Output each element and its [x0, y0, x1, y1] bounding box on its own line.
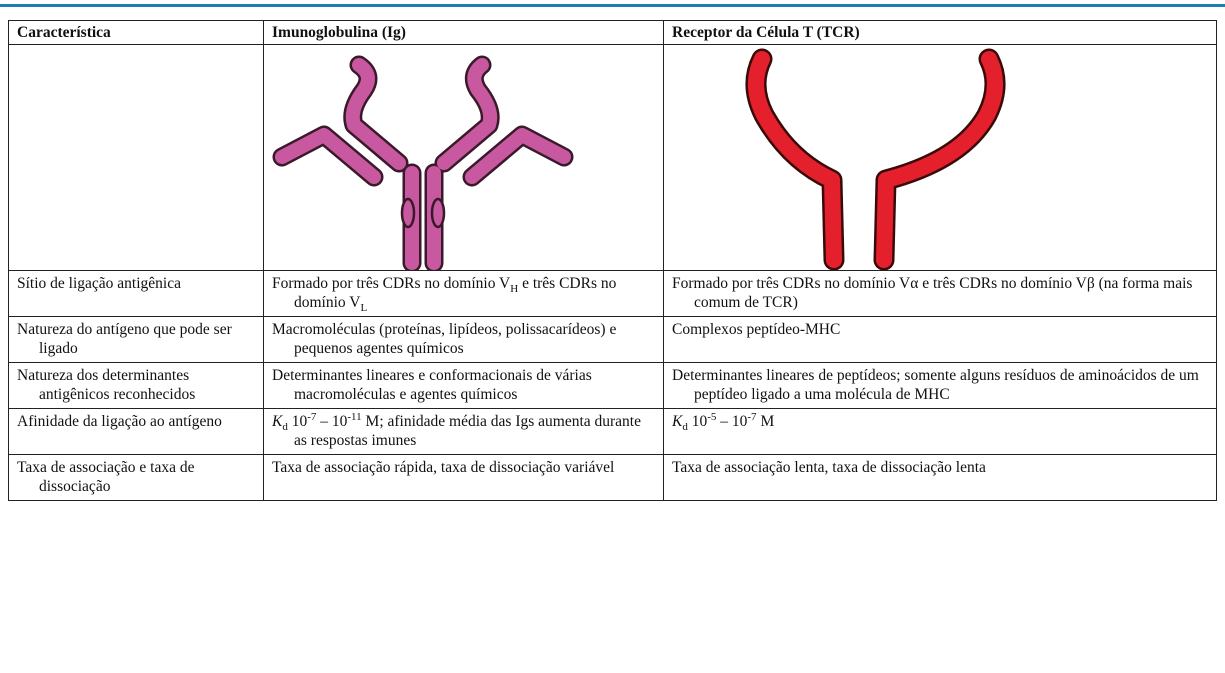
text: Complexos peptídeo-MHC — [672, 321, 841, 338]
cell: Taxa de associação lenta, taxa de dissoc… — [663, 454, 1217, 501]
image-row — [8, 44, 1217, 271]
superscript: -7 — [307, 410, 317, 423]
text: M; afinidade média das Igs aumenta duran… — [294, 413, 641, 449]
superscript: -11 — [347, 410, 362, 423]
superscript: -5 — [707, 410, 717, 423]
header-cell: Imunoglobulina (Ig) — [263, 20, 664, 45]
cell: Complexos peptídeo-MHC — [663, 316, 1217, 363]
cell — [263, 44, 664, 271]
header-cell: Característica — [8, 20, 264, 45]
row: Afinidade da ligação ao antígeno Kd 10-7… — [8, 408, 1217, 455]
text: Sítio de ligação antigênica — [17, 275, 181, 292]
row: Sítio de ligação antigênica Formado por … — [8, 270, 1217, 317]
ig-illustration — [272, 55, 574, 270]
subscript: L — [360, 302, 368, 315]
top-rule — [0, 4, 1225, 7]
cell: Kd 10-5 – 10-7 M — [663, 408, 1217, 455]
text: M — [756, 413, 775, 430]
cell: Natureza dos determinantes antigênicos r… — [8, 362, 264, 409]
cell — [8, 44, 264, 271]
text: Formado por três CDRs no domínio Vα e tr… — [672, 275, 1193, 311]
subscript: H — [510, 283, 519, 296]
text: Determinantes lineares e conformacionais… — [272, 367, 592, 403]
row: Natureza dos determinantes antigênicos r… — [8, 362, 1217, 409]
cell: Determinantes lineares de peptídeos; som… — [663, 362, 1217, 409]
cell: Formado por três CDRs no domínio VH e tr… — [263, 270, 664, 317]
cell: Sítio de ligação antigênica — [8, 270, 264, 317]
cell: Natureza do antígeno que pode ser ligado — [8, 316, 264, 363]
cell: Taxa de associação e taxa de dissociação — [8, 454, 264, 501]
text: Natureza dos determinantes antigênicos r… — [17, 367, 196, 403]
text: Macromoléculas (proteínas, lipídeos, pol… — [272, 321, 617, 357]
text: Afinidade da ligação ao antígeno — [17, 413, 222, 430]
cell: Kd 10-7 – 10-11 M; afinidade média das I… — [263, 408, 664, 455]
text: Taxa de associação lenta, taxa de dissoc… — [672, 459, 986, 476]
symbol: K — [272, 413, 283, 430]
subscript: d — [282, 421, 288, 434]
text: Determinantes lineares de peptídeos; som… — [672, 367, 1199, 403]
text: 10 — [687, 413, 708, 430]
header-cell: Receptor da Célula T (TCR) — [663, 20, 1217, 45]
text: e três CDRs no domínio V — [294, 275, 617, 311]
text: Taxa de associação e taxa de dissociação — [17, 459, 195, 495]
symbol: K — [672, 413, 683, 430]
comparison-table: Característica Imunoglobulina (Ig) Recep… — [8, 20, 1217, 501]
text: 10 — [287, 413, 308, 430]
superscript: -7 — [747, 410, 757, 423]
tcr-illustration — [745, 48, 1006, 270]
text: – 10 — [716, 413, 748, 430]
text: – 10 — [316, 413, 348, 430]
cell: Determinantes lineares e conformacionais… — [263, 362, 664, 409]
cell: Macromoléculas (proteínas, lipídeos, pol… — [263, 316, 664, 363]
cell — [663, 44, 1217, 271]
text: Taxa de associação rápida, taxa de disso… — [272, 459, 615, 476]
subscript: d — [682, 421, 688, 434]
cell: Formado por três CDRs no domínio Vα e tr… — [663, 270, 1217, 317]
row: Natureza do antígeno que pode ser ligado… — [8, 316, 1217, 363]
text: Formado por três CDRs no domínio V — [272, 275, 511, 292]
text: Natureza do antígeno que pode ser ligado — [17, 321, 232, 357]
header-row: Característica Imunoglobulina (Ig) Recep… — [8, 20, 1217, 45]
row: Taxa de associação e taxa de dissociação… — [8, 454, 1217, 501]
cell: Afinidade da ligação ao antígeno — [8, 408, 264, 455]
cell: Taxa de associação rápida, taxa de disso… — [263, 454, 664, 501]
